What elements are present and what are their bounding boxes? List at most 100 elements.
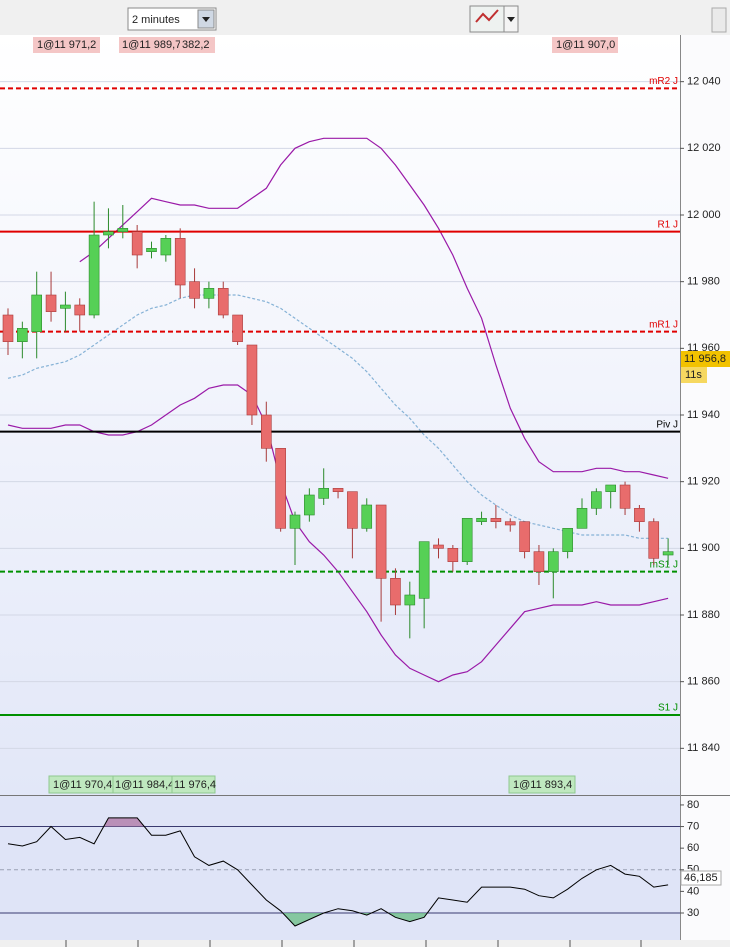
candle-body [547,551,559,572]
rsi-line [7,817,669,927]
candle-body [289,514,301,529]
rsi-zone-fill [50,817,145,827]
dropdown-arrow [202,17,210,22]
level-label: mS1 J [650,559,678,570]
time-axis [0,940,730,947]
candle-body [31,294,43,332]
candle-body [174,238,186,286]
order-text: 1@11 970,4 [53,779,112,791]
y-tick-label: 11 900 [687,542,720,554]
rsi-tick-label: 70 [687,820,699,832]
candle-body [45,294,57,312]
candle-body [490,518,502,522]
band-middle [7,294,669,539]
candle-body [375,504,387,579]
level-label: S1 J [658,703,678,714]
candle-body [476,518,487,522]
y-tick-label: 12 000 [687,209,721,221]
candle-body [304,494,315,516]
candle-body [217,288,229,316]
side-button[interactable] [711,7,727,33]
countdown-tag [681,367,707,383]
y-tick-label: 11 840 [687,742,720,754]
order-tag [508,775,576,794]
order-tag [119,37,180,53]
order-text: 382,2 [182,39,210,51]
rsi-panel [0,796,680,940]
y-tick-label: 11 860 [687,676,720,688]
candle-body [662,551,674,556]
candle-body [203,288,215,299]
y-tick-label: 11 940 [687,409,720,421]
candle-body [461,518,473,562]
candle-body [189,281,200,299]
candle-body [504,521,516,526]
candle-body [390,578,401,606]
candle-body [418,541,430,599]
level-label: R1 J [657,219,678,230]
rsi-axis [680,796,730,940]
y-tick-label: 12 020 [687,142,721,154]
price-axis [680,35,730,795]
candle-body [2,314,14,342]
candle-body [88,234,100,316]
order-tag [171,775,216,794]
candle-body [131,231,143,256]
candle-body [117,228,129,232]
rsi-tick-label: 80 [687,799,699,811]
countdown-label: 11s [685,369,702,381]
y-tick-label: 11 880 [687,609,720,621]
candle-body [17,328,28,342]
rsi-tick-label: 60 [687,842,699,854]
last-price-tag [681,351,730,367]
rsi-tick-label: 40 [687,885,699,897]
y-tick-label: 12 040 [687,76,721,88]
order-tag [552,37,618,53]
candle-body [447,548,459,562]
last-price-label: 11 956,8 [684,353,726,365]
order-text: 1@11 989,7 [122,39,181,51]
y-tick-label: 11 920 [687,476,720,488]
order-tag [33,37,100,53]
level-label: mR2 J [649,76,678,87]
indicator-icon [475,9,499,23]
time-ticks [65,940,642,947]
candle-body [260,414,272,449]
order-text: 1@11 984,4 [115,779,174,791]
candle-body [103,231,114,236]
candle-body [361,504,373,529]
menu-arrow [507,17,515,22]
level-label: Piv J [656,419,678,430]
candle-body [275,448,286,529]
candle-body [146,248,157,252]
candle-body [634,508,645,522]
y-tick-label: 11 980 [687,276,720,288]
candle-body [74,304,86,316]
candle-body [347,491,358,529]
order-text: 1@11 893,4 [513,779,572,791]
candle-body [404,594,416,606]
candle-body [605,484,617,492]
rsi-value-label: 46,185 [684,872,718,884]
candle-body [232,314,243,342]
candle-body [60,304,71,309]
candle-body [533,551,545,572]
candle-body [160,238,172,256]
candle-body [562,528,573,552]
order-text: 1@11 907,0 [556,39,615,51]
candle-body [246,344,258,416]
candle-body [591,491,602,509]
candle-body [332,488,344,492]
band-upper [79,137,669,479]
timeframe-text: 2 minutes [132,14,180,26]
timeframe-dropdown[interactable] [127,7,217,31]
candle-body [318,488,330,499]
candle-body [648,521,660,559]
candle-body [576,508,588,529]
level-label: mR1 J [649,319,678,330]
order-text: 11 976,4 [174,779,216,791]
candle-body [433,544,444,549]
order-text: 1@11 971,2 [37,39,96,51]
candle-body [619,484,631,509]
